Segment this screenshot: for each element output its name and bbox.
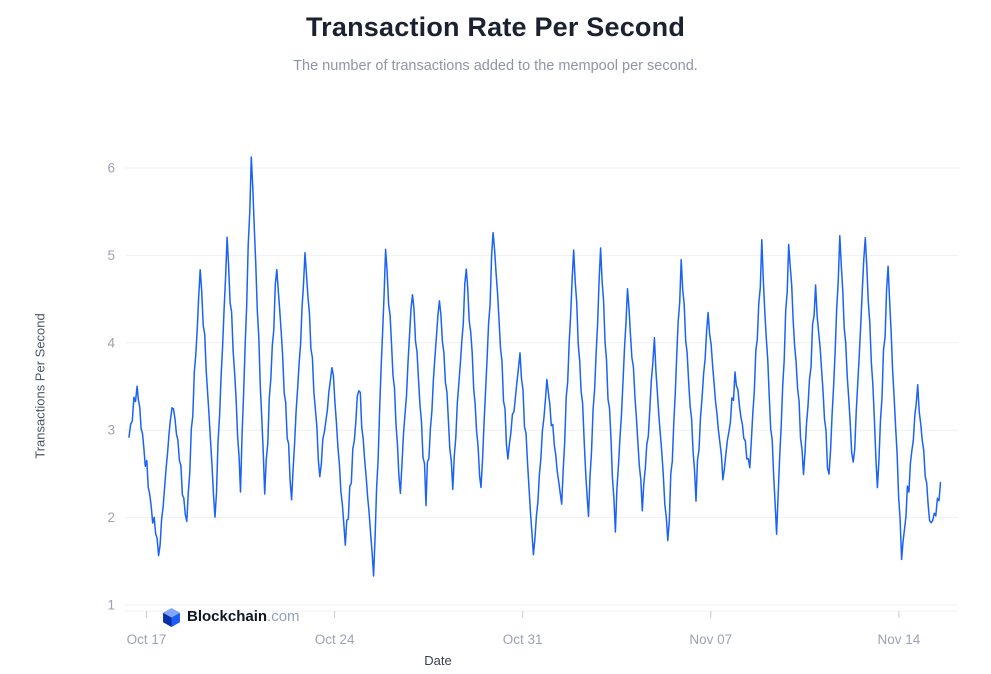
blockchain-logo-link[interactable]: Blockchain.com <box>163 606 300 628</box>
x-tick-label: Nov 07 <box>689 632 732 647</box>
y-tick-label: 2 <box>107 510 115 525</box>
page-subtitle: The number of transactions added to the … <box>293 58 698 74</box>
logo-suffix: .com <box>267 608 300 625</box>
y-tick-label: 6 <box>107 161 115 176</box>
x-axis-title: Date <box>424 653 452 668</box>
page-title: Transaction Rate Per Second <box>305 12 686 42</box>
x-tick-label: Oct 24 <box>315 632 355 647</box>
x-tick-label: Oct 31 <box>503 632 543 647</box>
plot-area[interactable] <box>125 138 958 615</box>
blockchain-cube-icon <box>163 607 180 627</box>
tps-series-line <box>128 156 942 577</box>
y-tick-label: 4 <box>107 335 115 350</box>
logo-name: Blockchain <box>187 608 268 625</box>
y-axis-title: Transactions Per Second <box>32 313 48 459</box>
x-tick-label: Oct 17 <box>127 632 167 647</box>
x-tick-label: Nov 14 <box>877 632 920 647</box>
y-tick-label: 3 <box>107 423 115 438</box>
y-tick-label: 5 <box>107 248 115 263</box>
blockchain-logo-text: Blockchain.com <box>187 606 300 628</box>
y-tick-label: 1 <box>107 598 115 613</box>
